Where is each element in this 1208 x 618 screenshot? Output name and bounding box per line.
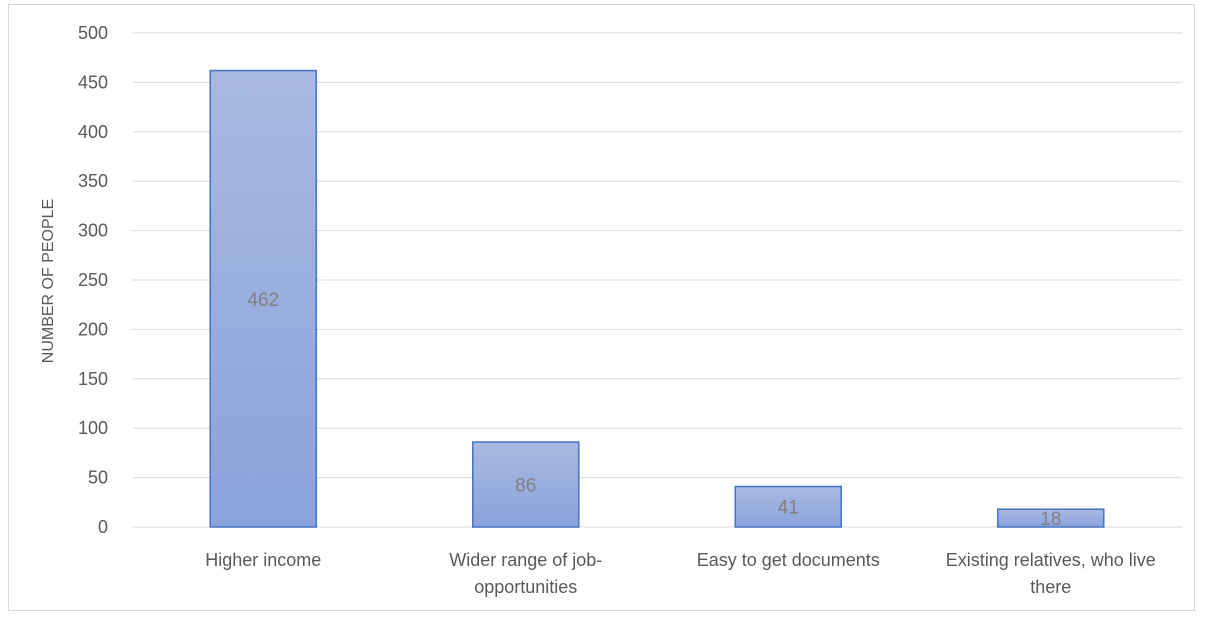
y-tick-label: 450 (78, 72, 108, 92)
bar-data-label: 86 (515, 476, 536, 497)
y-tick-label: 500 (78, 23, 108, 43)
bar (734, 485, 843, 528)
y-tick-label: 100 (78, 418, 108, 438)
x-category-label: Wider range of job- (449, 550, 602, 570)
y-tick-label: 150 (78, 369, 108, 389)
bar (209, 69, 318, 528)
y-tick-label: 200 (78, 319, 108, 339)
x-category-label: opportunities (474, 577, 577, 597)
x-category-label: Existing relatives, who live (946, 550, 1156, 570)
y-axis-ticks: 0 50 100 150 200 250 300 350 400 450 500 (78, 23, 108, 537)
y-tick-label: 400 (78, 122, 108, 142)
bar (471, 441, 580, 528)
x-category-label: there (1030, 577, 1071, 597)
y-tick-label: 250 (78, 270, 108, 290)
data-labels: 462 86 41 18 (247, 290, 1061, 530)
bar-data-label: 41 (778, 498, 799, 519)
y-axis-title: NUMBER OF PEOPLE (40, 199, 57, 363)
bars (209, 69, 1105, 528)
y-tick-label: 350 (78, 171, 108, 191)
bar-data-label: 462 (247, 290, 279, 311)
bar (996, 508, 1105, 528)
x-category-label: Easy to get documents (697, 550, 880, 570)
y-tick-label: 0 (98, 517, 108, 537)
y-tick-label: 50 (88, 468, 108, 488)
y-tick-label: 300 (78, 221, 108, 241)
x-category-label: Higher income (205, 550, 321, 570)
bar-data-label: 18 (1040, 509, 1061, 530)
x-axis-categories: Higher income Wider range of job-opportun… (205, 550, 1156, 597)
